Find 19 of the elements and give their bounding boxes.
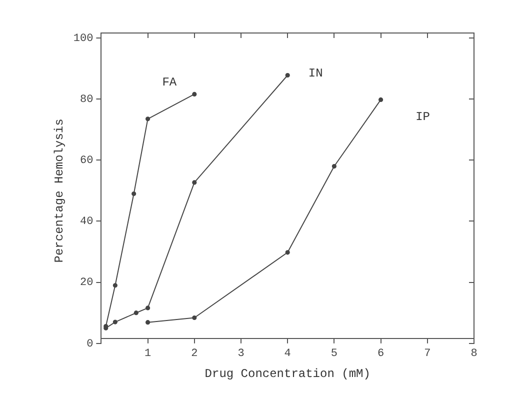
x-tick-label: 6 <box>377 348 384 360</box>
x-tick-label: 1 <box>144 348 152 360</box>
x-tick-label: 3 <box>238 348 244 360</box>
x-tick-label: 4 <box>284 348 292 360</box>
y-tick-label: 100 <box>73 32 94 45</box>
y-tick-label: 20 <box>80 277 94 290</box>
y-tick-label: 80 <box>80 94 94 106</box>
x-tick-label: 8 <box>470 348 478 360</box>
y-tick-label: 0 <box>86 338 94 350</box>
y-tick-label: 60 <box>80 155 94 168</box>
x-tick-label: 7 <box>424 348 431 360</box>
series-label: IN <box>308 66 323 80</box>
y-tick-label: 40 <box>80 216 94 228</box>
text: IP <box>416 110 430 124</box>
y-axis-title: Percentage Hemolysis <box>52 118 66 263</box>
series-label: FA <box>162 75 178 90</box>
x-tick-label: 2 <box>191 348 198 360</box>
x-axis-title: Drug Concentration (mM) <box>204 366 370 381</box>
x-tick-label: 5 <box>330 348 338 360</box>
